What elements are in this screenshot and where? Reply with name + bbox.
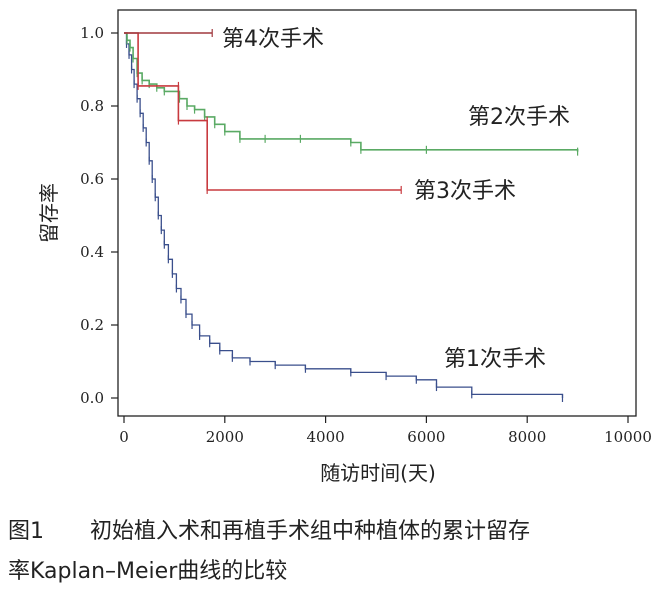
x-tick-label: 6000 [407,428,445,446]
plot-frame [117,9,637,417]
survival-curve-3 [124,32,402,191]
y-tick-label: 0.8 [80,97,104,115]
y-tick-label: 0.0 [80,389,104,407]
figure-number: 图1 [8,519,44,544]
caption-line-2: 率Kaplan–Meier曲线的比较 [8,559,288,584]
survival-curve-2 [124,32,579,152]
km-survival-chart: 0 2000 4000 6000 8000 10000 0.0 0.2 0.4 0.6 0.8 1.… [37,9,652,485]
y-tick-label: 1.0 [80,24,104,42]
x-axis-title: 随访时间(天) [320,461,436,485]
y-tick-label: 0.4 [80,243,104,261]
series-label-1: 第1次手术 [444,347,546,372]
series-label-2: 第2次手术 [468,105,570,130]
series-layer [124,29,579,402]
x-tick-label: 0 [119,428,129,446]
y-axis: 0.0 0.2 0.4 0.6 0.8 1.0 [80,24,118,407]
caption-text-1: 初始植入术和再植手术组中种植体的累计留存 [90,519,531,544]
x-tick-label: 8000 [508,428,546,446]
series-label-3: 第3次手术 [414,179,516,204]
y-tick-label: 0.2 [80,316,104,334]
x-tick-label: 2000 [206,428,244,446]
y-axis-title: 留存率 [37,183,61,243]
x-tick-label: 4000 [307,428,345,446]
y-tick-label: 0.6 [80,170,104,188]
figure-caption: 图1 初始植入术和再植手术组中种植体的累计留存 率Kaplan–Meier曲线的比… [8,512,660,592]
caption-line-1: 图1 初始植入术和再植手术组中种植体的累计留存 [8,512,660,552]
survival-curve-1 [124,32,564,398]
series-label-4: 第4次手术 [222,27,324,52]
x-axis: 0 2000 4000 6000 8000 10000 [119,416,652,446]
x-tick-label: 10000 [604,428,652,446]
